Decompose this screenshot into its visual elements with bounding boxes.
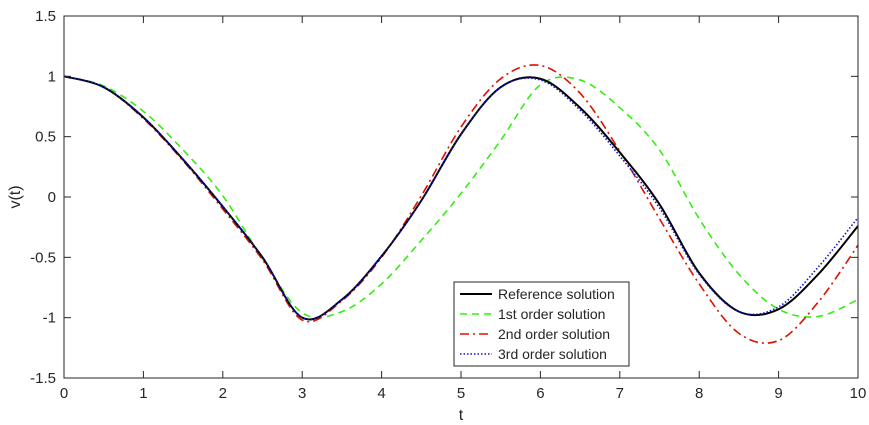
x-tick-label: 8 [695,385,703,402]
x-axis-label: t [459,407,464,424]
axis-ticks: 0 1 2 3 4 5 6 7 8 9 10 -1.5 -1 -0.5 0 0.5 1 1.5 [30,8,866,402]
y-tick-label: 1 [48,68,56,85]
y-axis-label: v(t) [7,185,24,208]
legend-box [453,281,630,367]
x-tick-label: 1 [139,385,147,402]
x-tick-label: 3 [298,385,306,402]
y-tick-label: -0.5 [30,249,56,266]
y-tick-label: -1.5 [30,370,56,387]
plot-area [63,64,859,344]
x-tick-label: 5 [457,385,465,402]
y-tick-label: 0 [48,189,56,206]
series-line-4 [63,75,859,321]
legend: Reference solution 1st order solution 2nd … [453,281,630,367]
legend-label: 1st order solution [498,306,605,322]
series-line-2 [63,75,859,319]
series-line-3 [63,64,859,344]
x-tick-label: 9 [774,385,782,402]
x-tick-label: 6 [536,385,544,402]
legend-label: 3rd order solution [498,346,607,362]
x-tick-label: 2 [219,385,227,402]
x-tick-label: 4 [377,385,385,402]
y-tick-label: 1.5 [35,8,56,25]
y-tick-label: -1 [43,310,56,327]
x-tick-label: 7 [616,385,624,402]
x-tick-label: 0 [60,385,68,402]
x-tick-label: 10 [850,385,867,402]
legend-label: 2nd order solution [498,326,610,342]
y-tick-label: 0.5 [35,129,56,146]
legend-label: Reference solution [498,286,615,302]
